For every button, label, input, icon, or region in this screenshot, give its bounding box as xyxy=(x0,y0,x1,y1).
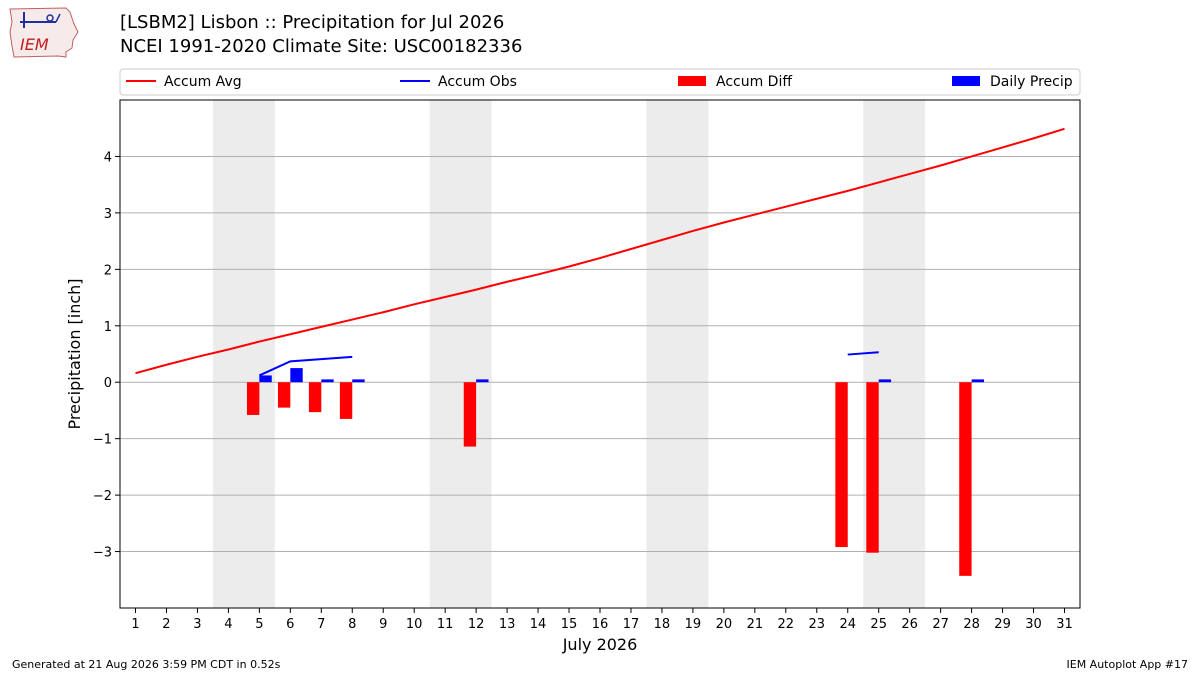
x-tick-label: 12 xyxy=(468,617,485,632)
accum-diff-bar xyxy=(277,382,291,408)
y-axis-label: Precipitation [inch] xyxy=(65,278,84,429)
legend-label: Daily Precip xyxy=(990,74,1073,90)
accum-diff-bar xyxy=(308,382,322,413)
x-tick-label: 26 xyxy=(901,617,918,632)
accum-diff-bar xyxy=(463,382,477,447)
daily-precip-bar xyxy=(971,379,984,383)
chart-title: [LSBM2] Lisbon :: Precipitation for Jul … xyxy=(120,12,505,33)
y-tick-label: 1 xyxy=(104,320,112,335)
x-tick-label: 22 xyxy=(778,617,795,632)
x-tick-label: 15 xyxy=(561,617,578,632)
legend-label: Accum Avg xyxy=(164,74,242,90)
y-tick-label: 0 xyxy=(104,376,112,391)
accum-diff-bar xyxy=(959,382,972,576)
x-tick-label: 17 xyxy=(623,617,640,632)
daily-precip-bar xyxy=(476,379,489,383)
chart-subtitle: NCEI 1991-2020 Climate Site: USC00182336 xyxy=(120,36,523,57)
x-tick-label: 5 xyxy=(255,617,263,632)
x-tick-label: 25 xyxy=(870,617,887,632)
x-tick-label: 31 xyxy=(1056,617,1073,632)
plot-frame xyxy=(119,99,1081,609)
weekend-band xyxy=(646,100,709,608)
logo-lettering: IEM xyxy=(20,35,49,54)
x-tick-label: 27 xyxy=(932,617,949,632)
x-tick-label: 28 xyxy=(963,617,980,632)
x-axis-label: July 2026 xyxy=(562,635,638,654)
y-tick-label: −3 xyxy=(93,546,112,561)
x-tick-label: 16 xyxy=(592,617,609,632)
legend-label: Accum Diff xyxy=(716,74,792,90)
accum-diff-bar xyxy=(835,382,848,548)
x-tick-label: 20 xyxy=(716,617,733,632)
x-tick-label: 18 xyxy=(654,617,671,632)
accum-avg-line xyxy=(135,127,1065,375)
x-tick-label: 19 xyxy=(685,617,702,632)
accum-diff-bar xyxy=(246,382,260,415)
x-tick-label: 2 xyxy=(162,617,170,632)
accum-obs-line xyxy=(847,351,879,356)
accum-obs-line xyxy=(258,355,353,377)
x-tick-label: 7 xyxy=(317,617,325,632)
x-tick-label: 23 xyxy=(809,617,826,632)
legend-swatch xyxy=(678,76,706,86)
chart-legend: Accum Avg Accum Obs Accum Diff Daily Precip xyxy=(119,68,1081,96)
x-tick-label: 10 xyxy=(406,617,423,632)
y-tick-label: −2 xyxy=(93,489,112,504)
x-tick-label: 8 xyxy=(348,617,356,632)
app-credit: IEM Autoplot App #17 xyxy=(1066,658,1189,671)
weekend-band xyxy=(429,100,492,608)
y-tick-label: 2 xyxy=(104,263,112,278)
x-tick-label: 6 xyxy=(286,617,294,632)
x-tick-label: 14 xyxy=(530,617,547,632)
weekend-band xyxy=(212,100,275,608)
legend-swatch xyxy=(952,76,980,86)
generated-timestamp: Generated at 21 Aug 2026 3:59 PM CDT in … xyxy=(12,658,281,671)
daily-precip-bar xyxy=(290,368,303,383)
x-tick-label: 13 xyxy=(499,617,516,632)
daily-precip-bar xyxy=(259,375,272,383)
y-tick-label: 3 xyxy=(104,207,112,222)
iem-logo: IEM xyxy=(9,7,79,58)
x-tick-label: 11 xyxy=(437,617,454,632)
x-tick-label: 29 xyxy=(994,617,1011,632)
daily-precip-bar xyxy=(352,379,365,383)
x-tick-label: 21 xyxy=(747,617,764,632)
x-tick-label: 30 xyxy=(1025,617,1042,632)
y-tick-label: −1 xyxy=(93,433,112,448)
accum-diff-bar xyxy=(339,382,353,419)
x-tick-label: 9 xyxy=(379,617,387,632)
accum-diff-bar xyxy=(866,382,879,553)
y-tick-label: 4 xyxy=(104,150,112,165)
x-tick-label: 24 xyxy=(839,617,856,632)
legend-label: Accum Obs xyxy=(438,74,517,90)
daily-precip-bar xyxy=(321,379,334,383)
daily-precip-bar xyxy=(878,379,892,383)
x-tick-label: 3 xyxy=(193,617,201,632)
x-tick-label: 4 xyxy=(224,617,232,632)
x-tick-label: 1 xyxy=(131,617,139,632)
